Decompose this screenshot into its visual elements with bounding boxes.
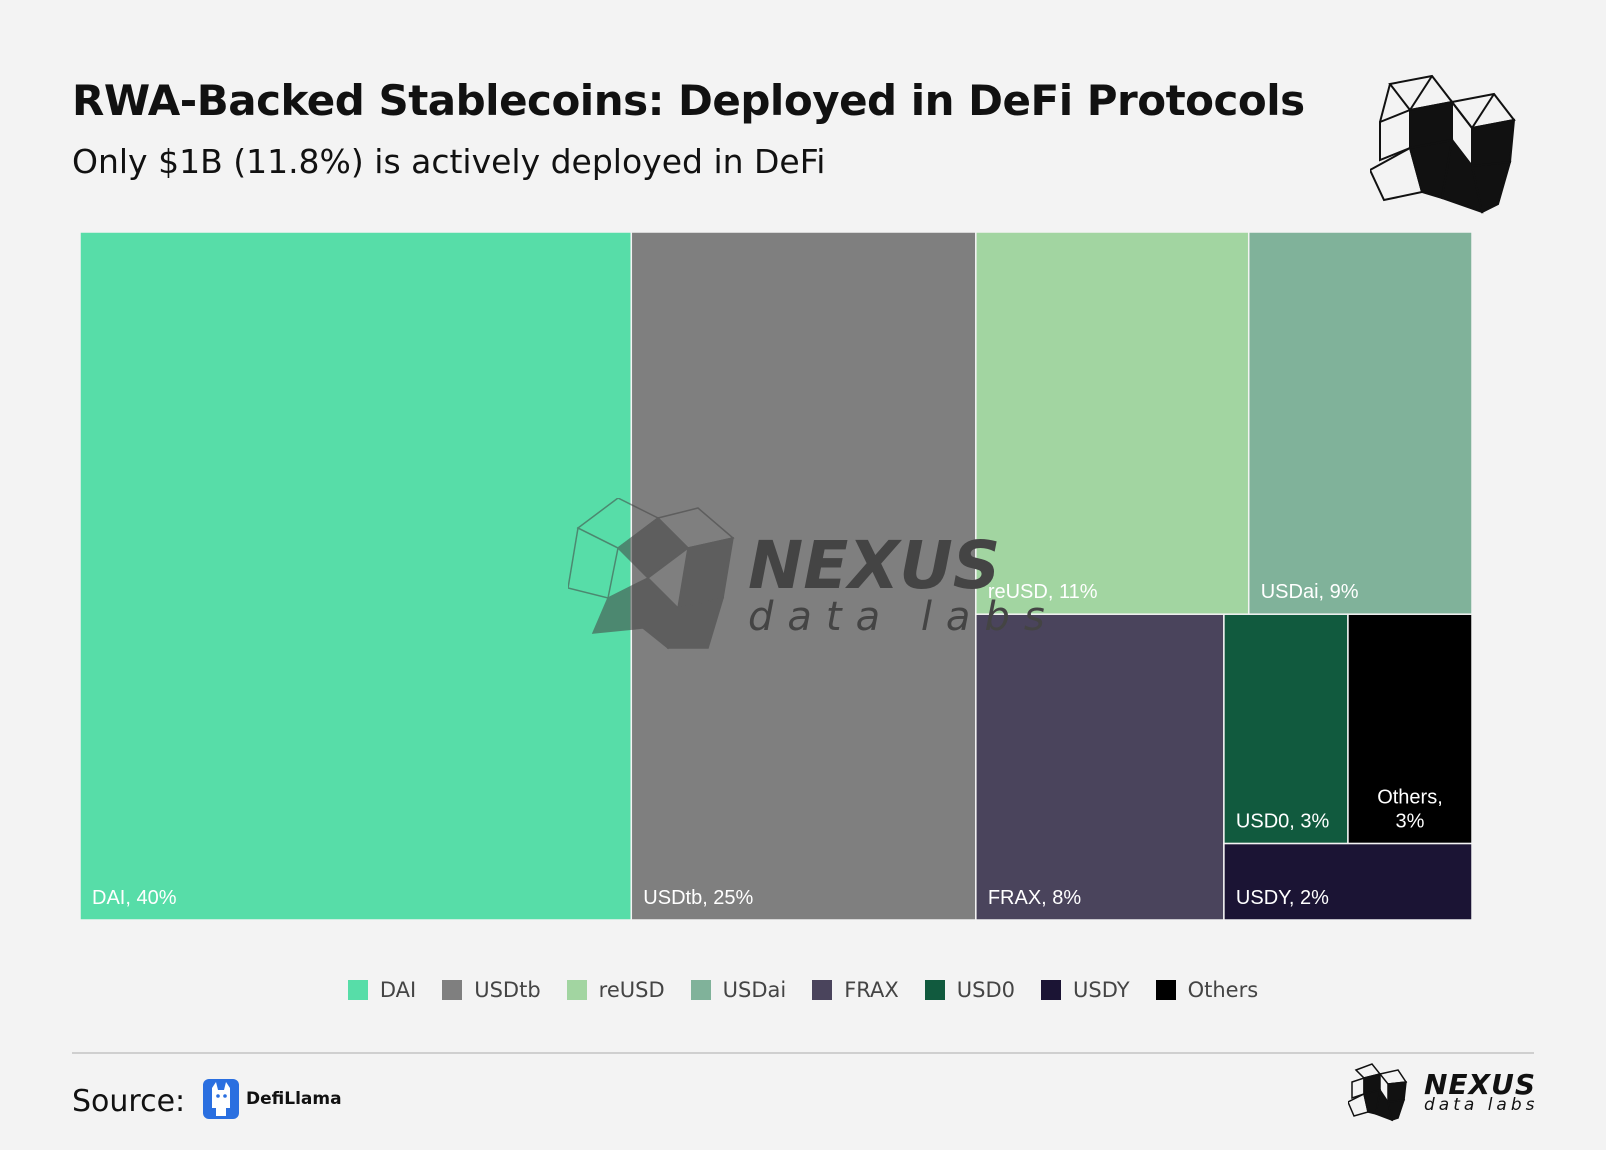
defillama-logo-icon	[203, 1079, 239, 1119]
treemap-tile-others	[1347, 613, 1473, 845]
legend-swatch-reusd	[566, 980, 587, 1000]
footer-divider	[72, 1052, 1534, 1054]
treemap-label-usdy: USDY, 2%	[1236, 887, 1329, 909]
legend-item-dai: DAI	[347, 978, 417, 1002]
treemap-label-dai: DAI, 40%	[92, 887, 177, 909]
legend-label-others: Others	[1187, 978, 1259, 1002]
treemap-label-others: Others, 3%	[1377, 787, 1443, 833]
chart-title: RWA-Backed Stablecoins: Deployed in DeFi…	[72, 76, 1305, 125]
legend-item-usd0: USD0	[924, 978, 1016, 1002]
treemap-label-reusd: reUSD, 11%	[988, 581, 1098, 603]
legend-label-usdai: USDai	[722, 978, 787, 1002]
treemap-tile-usd0	[1223, 613, 1349, 845]
treemap-label-usdtb: USDtb, 25%	[643, 887, 753, 909]
source-logo: DefiLlama	[202, 1078, 342, 1120]
brand-name: NEXUS	[1424, 1067, 1537, 1101]
legend-swatch-frax	[812, 980, 833, 1000]
treemap-tile-usdtb	[630, 231, 977, 921]
source-label: Source:	[72, 1084, 186, 1119]
source-name: DefiLlama	[246, 1089, 342, 1109]
brand-sub: data labs	[1424, 1094, 1539, 1115]
treemap-tile-dai	[79, 231, 633, 921]
treemap-label-usdai: USDai, 9%	[1261, 581, 1359, 603]
chart-subtitle: Only $1B (11.8%) is actively deployed in…	[72, 142, 826, 181]
treemap-chart: DAI, 40% USDtb, 25% reUSD, 11% USDai, 9% FRA…	[79, 231, 1473, 921]
legend-label-reusd: reUSD	[598, 978, 665, 1002]
legend-swatch-usd0	[924, 980, 945, 1000]
legend-label-usdy: USDY	[1073, 978, 1130, 1002]
nexus-logo-icon	[1370, 74, 1516, 214]
legend-swatch-others	[1155, 980, 1176, 1000]
treemap-tile-reusd	[975, 231, 1250, 615]
legend-swatch-usdtb	[442, 980, 463, 1000]
legend-item-usdai: USDai	[690, 978, 787, 1002]
treemap-tile-frax	[975, 613, 1225, 921]
legend-label-usd0: USD0	[956, 978, 1016, 1002]
legend-label-dai: DAI	[379, 978, 417, 1002]
treemap-label-usd0: USD0, 3%	[1236, 811, 1330, 833]
legend-swatch-usdy	[1041, 980, 1062, 1000]
nexus-logo-small-icon	[1348, 1063, 1408, 1122]
footer-brand: NEXUS data labs	[1348, 1062, 1538, 1122]
chart-legend: DAI USDtb reUSD USDai FRAX USD0 USDY Others	[0, 978, 1606, 1002]
treemap-label-frax: FRAX, 8%	[988, 887, 1082, 909]
legend-item-usdy: USDY	[1041, 978, 1130, 1002]
legend-item-reusd: reUSD	[566, 978, 665, 1002]
legend-swatch-dai	[347, 980, 368, 1000]
legend-item-usdtb: USDtb	[442, 978, 541, 1002]
treemap-tile-usdai	[1247, 231, 1473, 615]
legend-item-others: Others	[1155, 978, 1259, 1002]
legend-item-frax: FRAX	[812, 978, 899, 1002]
legend-label-frax: FRAX	[844, 978, 899, 1002]
legend-label-usdtb: USDtb	[474, 978, 541, 1002]
treemap-tile-usdy	[1223, 842, 1473, 921]
legend-swatch-usdai	[690, 980, 711, 1000]
